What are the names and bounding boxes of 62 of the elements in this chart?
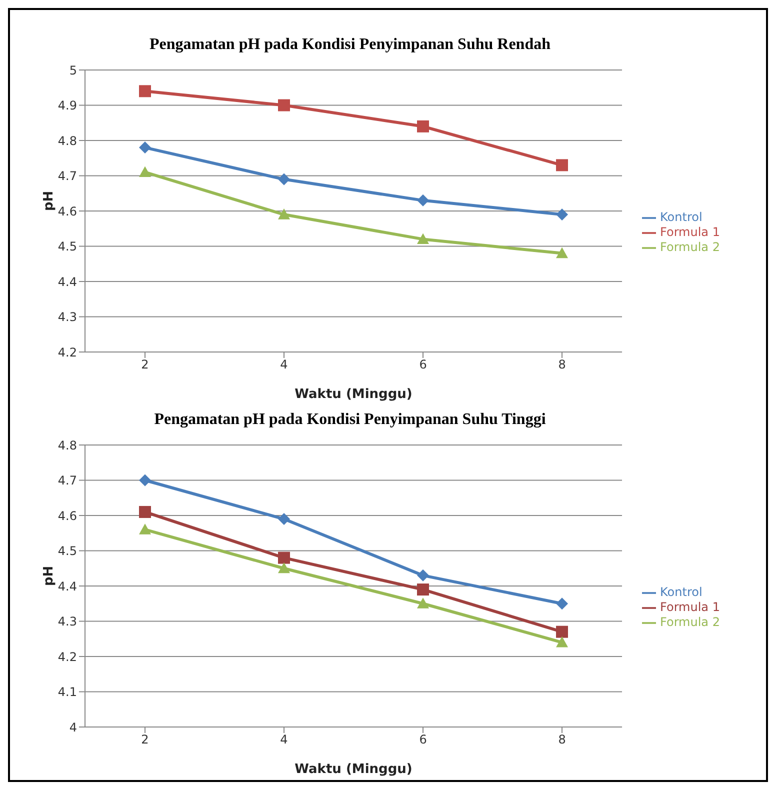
y-tick-label: 4.4	[58, 274, 77, 289]
point	[139, 524, 151, 534]
y-tick-label: 4.7	[58, 169, 77, 184]
x-tick-label: 6	[419, 732, 427, 747]
point	[278, 513, 290, 526]
y-tick-label: 4.9	[58, 98, 77, 113]
point	[417, 120, 430, 132]
point	[139, 506, 151, 518]
y-tick-label: 4.1	[58, 685, 77, 700]
point	[417, 598, 430, 608]
legend-label: Formula 1	[660, 225, 720, 240]
point	[556, 159, 568, 172]
chart-title: Pengamatan pH pada Kondisi Penyimpanan Suhu Tinggi	[153, 410, 547, 430]
y-tick-label: 4.5	[58, 240, 77, 254]
point	[417, 584, 430, 596]
legend-label: Formula 1	[660, 600, 720, 614]
x-tick-label: 8	[558, 358, 566, 372]
point	[556, 636, 568, 648]
y-tick-label: 4.6	[58, 508, 77, 523]
y-tick-label: 4.3	[58, 614, 77, 629]
point	[278, 208, 290, 220]
y-tick-label: 4.4	[58, 579, 77, 594]
legend-label: Formula 2	[660, 614, 720, 629]
point	[417, 233, 430, 244]
legend-label: Kontrol	[660, 585, 702, 600]
y-axis-title: pH	[42, 190, 57, 211]
x-axis-title: Waktu (Minggu)	[294, 387, 412, 402]
y-tick-label: 4	[69, 720, 77, 734]
point	[278, 562, 290, 574]
x-tick-label: 6	[419, 358, 427, 372]
y-tick-label: 4.6	[58, 204, 77, 218]
x-tick-label: 4	[280, 358, 288, 372]
x-tick-label: 2	[141, 732, 149, 747]
point	[278, 173, 290, 186]
y-tick-label: 4.8	[58, 134, 77, 148]
point	[139, 474, 151, 486]
x-tick-label: 8	[558, 732, 566, 747]
chart-title: Pengamatan pH pada Kondisi Penyimpanan Suhu Rendah	[148, 35, 552, 55]
point	[139, 85, 151, 98]
y-axis-title: pH	[42, 566, 57, 586]
point	[139, 166, 151, 178]
x-tick-label: 4	[280, 732, 288, 747]
y-tick-label: 4.2	[58, 345, 77, 360]
point	[278, 552, 290, 564]
point	[556, 208, 568, 221]
y-tick-label: 5	[69, 63, 77, 78]
x-tick-label: 2	[141, 358, 149, 372]
point	[278, 99, 290, 112]
point	[556, 247, 568, 258]
legend-label: Formula 2	[660, 240, 720, 254]
y-tick-label: 4.7	[58, 474, 77, 488]
point	[556, 626, 568, 638]
y-tick-label: 4.5	[58, 544, 77, 558]
point	[139, 142, 151, 154]
legend-label: Kontrol	[660, 210, 702, 224]
y-tick-label: 4.8	[58, 438, 77, 452]
point	[417, 569, 430, 582]
y-tick-label: 4.2	[58, 650, 77, 664]
point	[556, 598, 568, 610]
y-tick-label: 4.3	[58, 310, 77, 324]
x-axis-title: Waktu (Minggu)	[294, 762, 412, 777]
point	[417, 194, 430, 206]
